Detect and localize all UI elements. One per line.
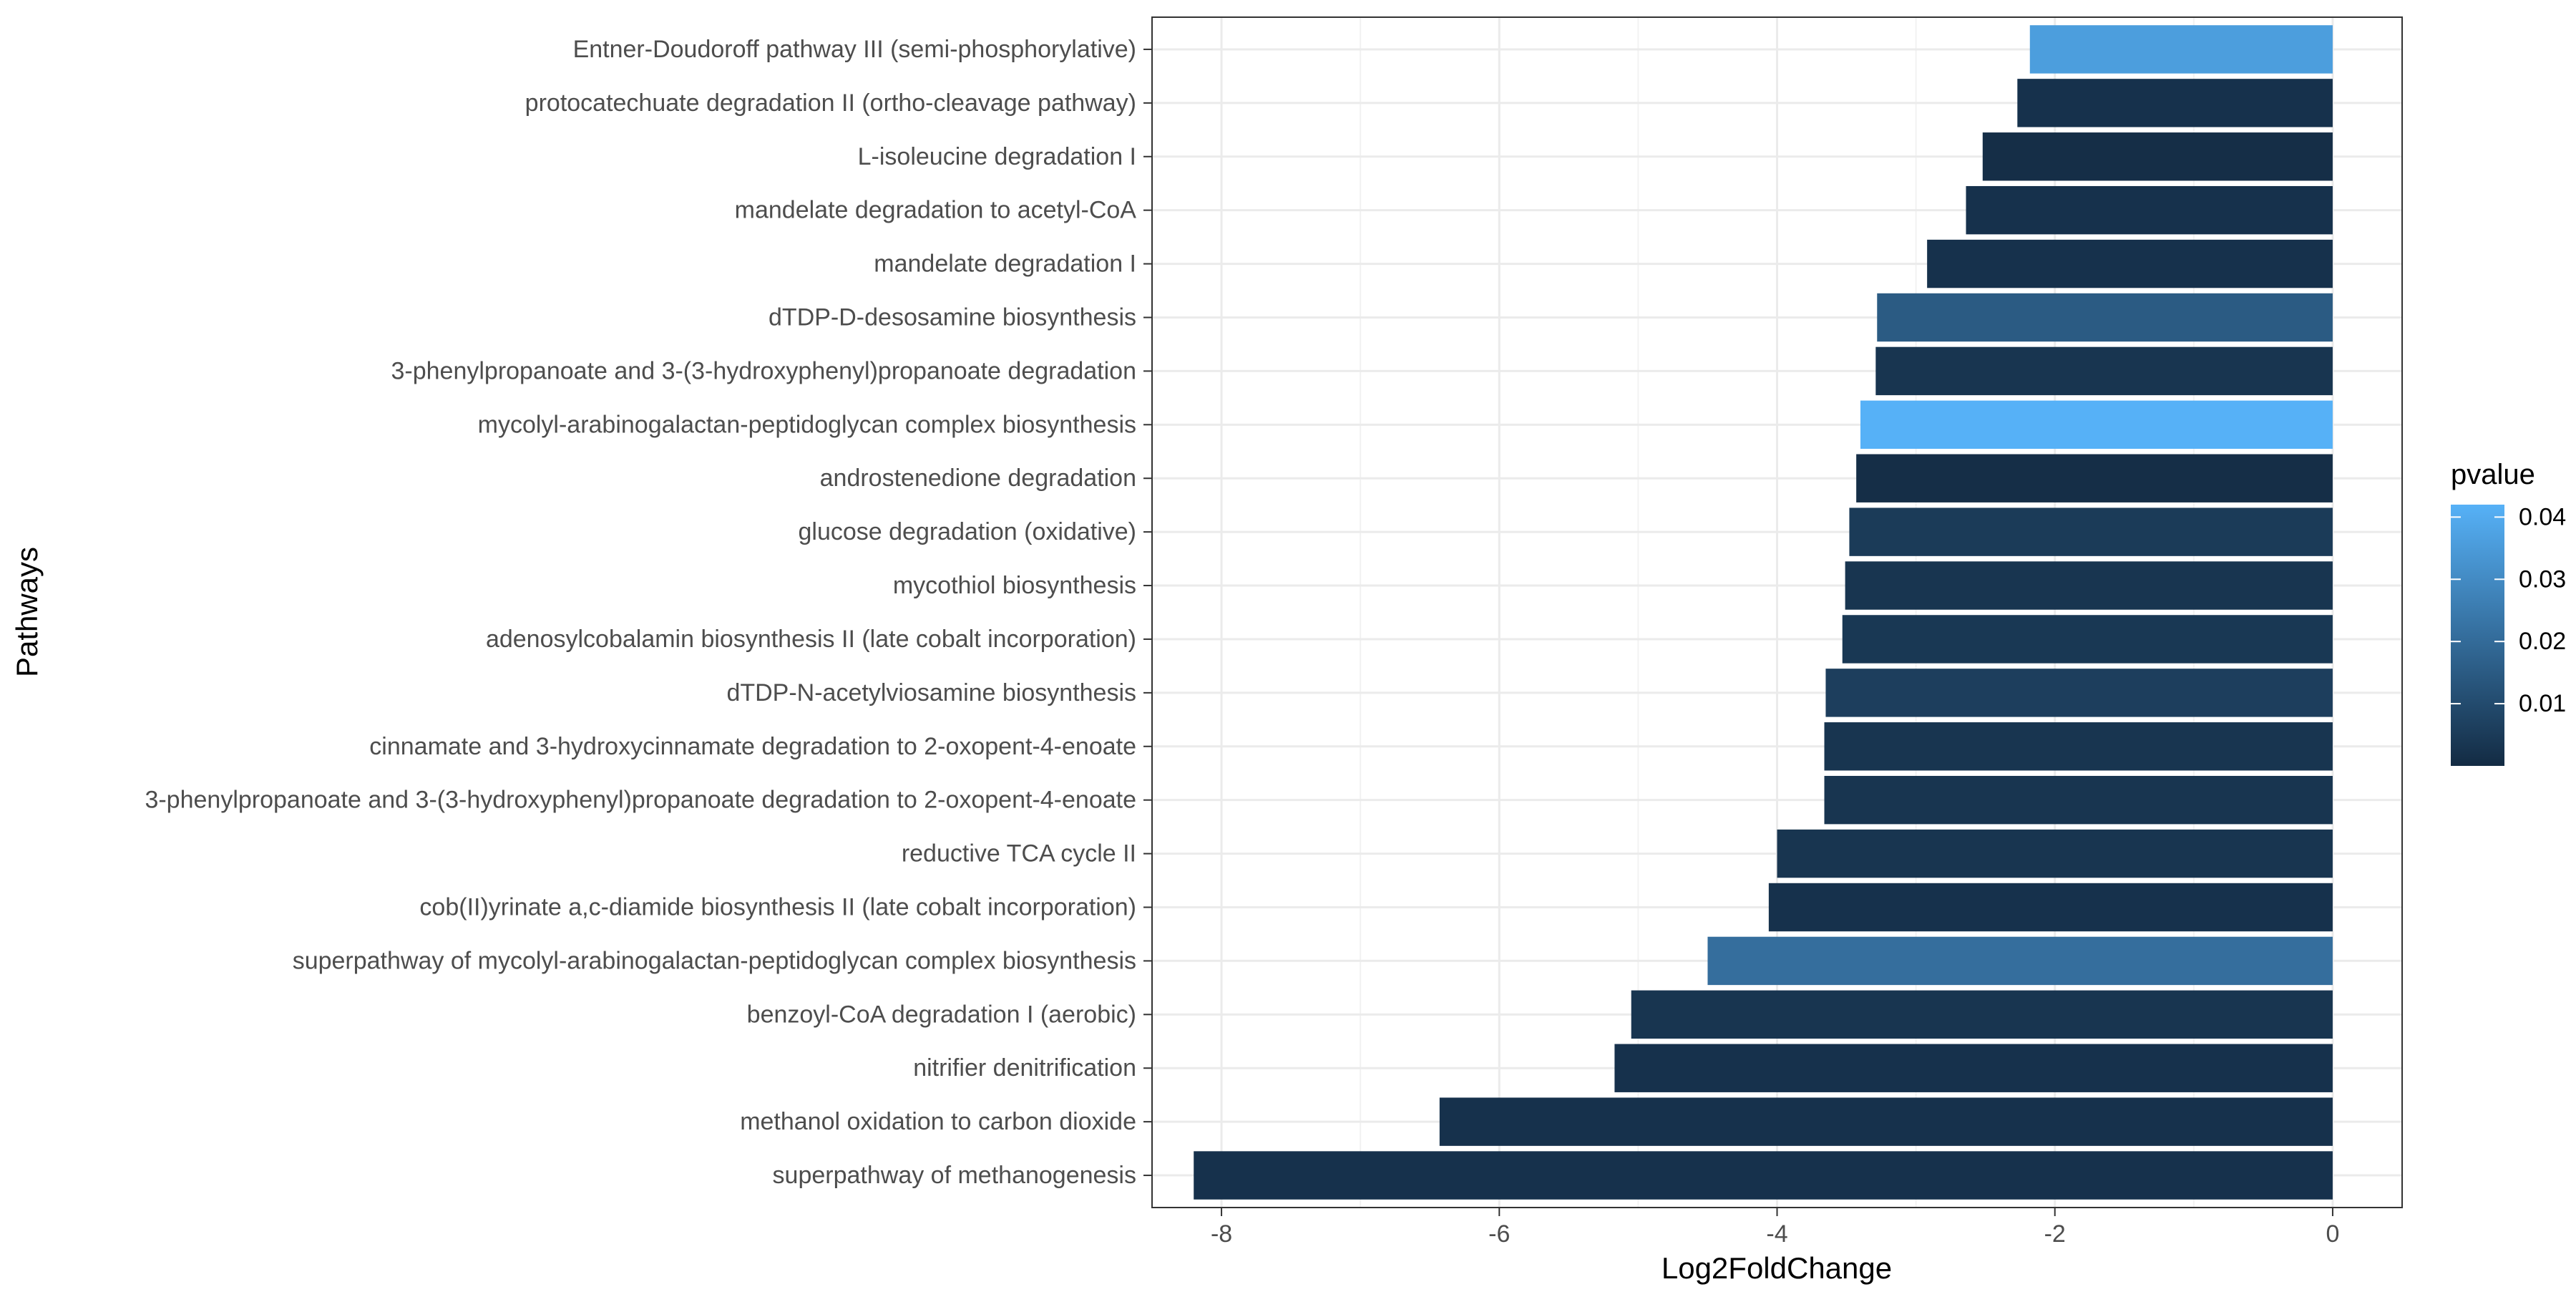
- bar: [1777, 829, 2333, 878]
- y-tick-label: glucose degradation (oxidative): [798, 518, 1136, 545]
- y-axis-title: Pathways: [10, 547, 44, 677]
- bar: [1825, 669, 2333, 717]
- y-tick-label: dTDP-D-desosamine biosynthesis: [769, 303, 1136, 331]
- y-tick-label: mycothiol biosynthesis: [893, 572, 1136, 599]
- legend-colorbar: [2451, 505, 2504, 766]
- y-axis-ticks: Entner-Doudoroff pathway III (semi-phosp…: [145, 36, 1152, 1189]
- x-tick-label: -8: [1211, 1220, 1232, 1248]
- legend-ticks: 0.01 0.02 0.03 0.04: [2451, 503, 2566, 717]
- bar: [1875, 346, 2333, 396]
- y-tick-label: superpathway of methanogenesis: [773, 1162, 1136, 1189]
- legend: pvalue 0.01 0.02 0.03 0.04: [2451, 459, 2566, 766]
- y-tick-label: cob(II)yrinate a,c-diamide biosynthesis …: [419, 894, 1136, 921]
- y-tick-label: L-isoleucine degradation I: [858, 143, 1136, 170]
- y-tick-label: cinnamate and 3-hydroxycinnamate degrada…: [369, 733, 1136, 760]
- y-tick-label: protocatechuate degradation II (ortho-cl…: [525, 89, 1136, 117]
- bar: [1194, 1151, 2333, 1200]
- bar: [1966, 185, 2333, 235]
- legend-tick-label: 0.02: [2519, 628, 2566, 655]
- y-tick-label: mycolyl-arabinogalactan-peptidoglycan co…: [478, 411, 1136, 438]
- bar: [1982, 132, 2333, 181]
- bars: [1194, 25, 2333, 1200]
- bar: [2017, 79, 2333, 127]
- bar: [1768, 883, 2333, 932]
- x-tick-label: 0: [2326, 1220, 2339, 1248]
- y-tick-label: mandelate degradation I: [874, 251, 1136, 278]
- x-axis-ticks: -8 -6 -4 -2 0: [1211, 1208, 2339, 1248]
- x-tick-label: -6: [1488, 1220, 1510, 1248]
- y-tick-label: 3-phenylpropanoate and 3-(3-hydroxypheny…: [391, 357, 1136, 384]
- bar: [1877, 293, 2333, 342]
- bar: [1824, 722, 2333, 771]
- y-tick-label: Entner-Doudoroff pathway III (semi-phosp…: [573, 36, 1136, 63]
- y-tick-label: methanol oxidation to carbon dioxide: [740, 1108, 1136, 1135]
- bar: [1631, 990, 2333, 1039]
- legend-title: pvalue: [2451, 459, 2535, 490]
- y-tick-label: mandelate degradation to acetyl-CoA: [735, 197, 1137, 224]
- bar: [1856, 454, 2333, 502]
- y-tick-label: reductive TCA cycle II: [902, 840, 1136, 868]
- y-tick-label: 3-phenylpropanoate and 3-(3-hydroxypheny…: [145, 787, 1136, 814]
- legend-tick-label: 0.01: [2519, 690, 2566, 717]
- y-tick-label: adenosylcobalamin biosynthesis II (late …: [486, 626, 1136, 653]
- y-tick-label: superpathway of mycolyl-arabinogalactan-…: [293, 947, 1136, 974]
- bar: [1842, 615, 2333, 664]
- bar: [1849, 507, 2333, 556]
- bar: [2029, 25, 2333, 74]
- bar: [1824, 775, 2333, 825]
- x-tick-label: -4: [1766, 1220, 1787, 1248]
- bar: [1927, 239, 2333, 288]
- y-tick-label: androstenedione degradation: [820, 465, 1136, 492]
- x-axis-title: Log2FoldChange: [1662, 1251, 1892, 1285]
- legend-tick-label: 0.03: [2519, 565, 2566, 593]
- bar: [1439, 1097, 2333, 1146]
- bar: [1614, 1044, 2333, 1092]
- x-tick-label: -2: [2044, 1220, 2066, 1248]
- y-tick-label: dTDP-N-acetylviosamine biosynthesis: [726, 679, 1136, 706]
- bar: [1845, 561, 2333, 610]
- bar: [1860, 400, 2333, 450]
- y-tick-label: benzoyl-CoA degradation I (aerobic): [747, 1001, 1136, 1028]
- y-tick-label: nitrifier denitrification: [913, 1054, 1136, 1082]
- bar: [1707, 936, 2333, 986]
- legend-tick-label: 0.04: [2519, 503, 2566, 530]
